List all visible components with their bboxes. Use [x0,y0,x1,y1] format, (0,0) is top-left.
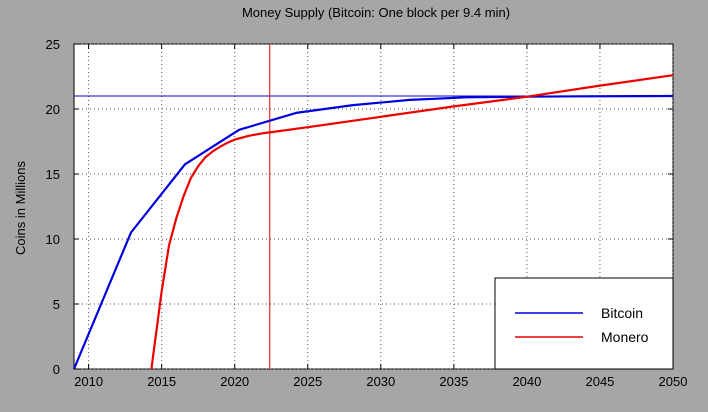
y-tick-label: 15 [46,167,60,182]
x-tick-label: 2035 [439,374,468,389]
x-tick-label: 2025 [293,374,322,389]
chart-title: Money Supply (Bitcoin: One block per 9.4… [242,5,510,20]
series-lines [72,74,674,370]
y-tick-label: 0 [53,362,60,377]
legend-label-monero: Monero [601,329,649,345]
y-axis-label: Coins in Millions [13,161,28,255]
legend-box [494,277,674,370]
x-tick-label: 2010 [74,374,103,389]
x-tick-label: 2040 [512,374,541,389]
x-tick-label: 2045 [585,374,614,389]
y-tick-label: 10 [46,232,60,247]
legend-label-bitcoin: Bitcoin [601,305,643,321]
legend: Bitcoin Monero [494,277,674,370]
series-line-monero [150,74,674,370]
series-line-bitcoin [72,94,674,370]
x-axis-ticks: 2010 2015 2020 2025 2030 2035 2040 2045 2050 [74,44,687,389]
x-tick-label: 2050 [659,374,688,389]
y-axis-ticks: 0 5 10 15 20 25 [46,37,673,377]
x-tick-label: 2015 [147,374,176,389]
x-tick-label: 2030 [366,374,395,389]
y-tick-label: 5 [53,297,60,312]
x-tick-label: 2020 [220,374,249,389]
y-tick-label: 25 [46,37,60,52]
y-tick-label: 20 [46,102,60,117]
